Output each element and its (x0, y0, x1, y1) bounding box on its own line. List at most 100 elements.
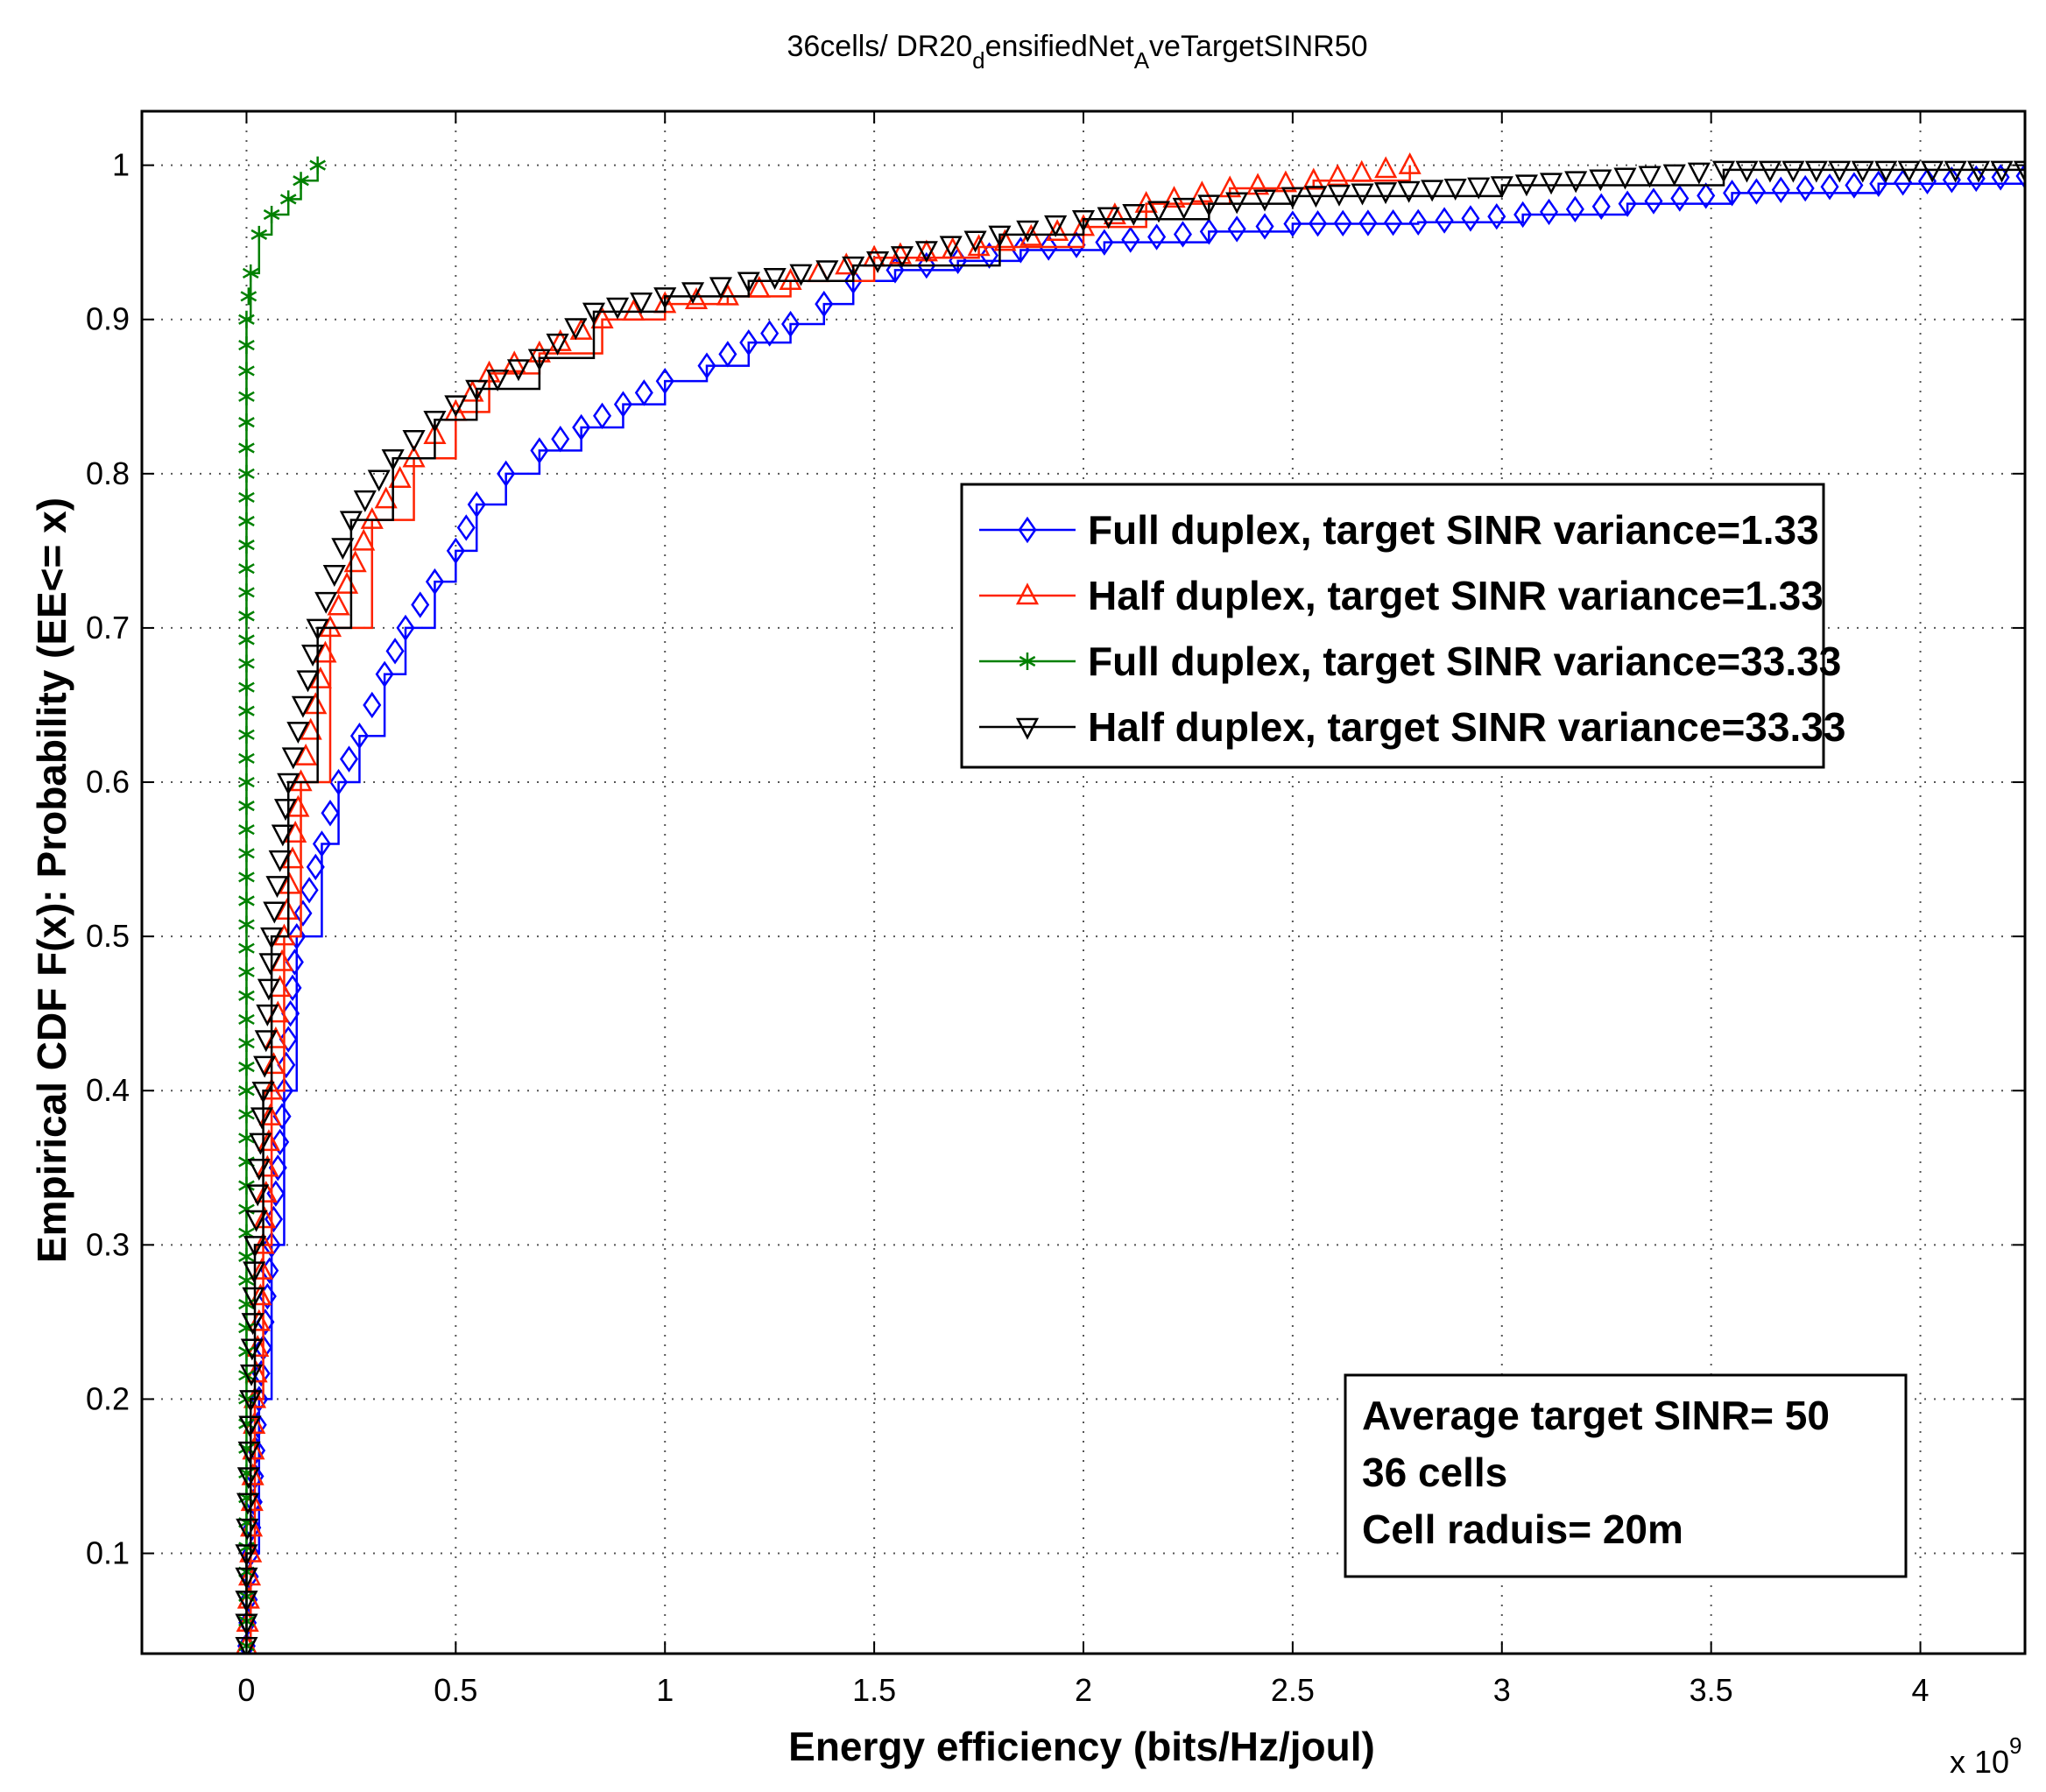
diamond-marker (446, 537, 465, 565)
triangle-down-marker (1967, 160, 1991, 183)
triangle-down-marker (322, 565, 346, 587)
legend-item-full-duplex-33.33: Full duplex, target SINR variance=33.33 (979, 638, 1841, 684)
diamond-marker (1121, 226, 1140, 253)
diamond-marker (385, 638, 405, 665)
triangle-down-marker (253, 1055, 277, 1078)
triangle-up-marker (590, 307, 614, 328)
diamond-marker (1565, 195, 1584, 223)
asterisk-marker (238, 654, 255, 673)
diamond-marker (285, 949, 304, 976)
asterisk-marker (238, 1200, 255, 1218)
triangle-up-marker (335, 571, 359, 594)
triangle-up-marker (374, 486, 398, 509)
triangle-down-marker (241, 1313, 265, 1336)
triangle-down-marker (866, 250, 890, 273)
diamond-marker (1358, 209, 1378, 236)
triangle-down-marker (256, 1004, 279, 1027)
triangle-up-marker (246, 1335, 270, 1357)
triangle-down-marker (1373, 182, 1398, 205)
triangle-down-marker (236, 1492, 260, 1515)
triangle-down-marker (251, 1081, 275, 1104)
legend-item-half-duplex-1.33: Half duplex, target SINR variance=1.33 (979, 573, 1824, 618)
triangle-down-marker (1172, 197, 1196, 220)
y-tick-label: 0.7 (86, 610, 130, 646)
diamond-marker (456, 514, 476, 541)
triangle-down-marker (582, 302, 606, 325)
triangle-down-marker (1097, 207, 1120, 229)
asterisk-marker (238, 1034, 255, 1053)
triangle-down-marker (1490, 176, 1513, 199)
triangle-down-marker (423, 410, 447, 433)
diamond-marker (593, 402, 612, 429)
diamond-marker (697, 352, 716, 379)
triangle-down-marker (486, 369, 510, 392)
x-tick-label: 0.5 (434, 1672, 477, 1708)
diamond-marker (329, 768, 349, 796)
diamond-marker (634, 379, 653, 406)
series-markers (235, 160, 2025, 1654)
legend: Full duplex, target SINR variance=1.33 H… (960, 483, 1845, 769)
triangle-down-marker (254, 1030, 278, 1053)
x-tick-label: 1.5 (852, 1672, 896, 1708)
triangle-down-marker (1252, 189, 1277, 212)
diamond-marker (815, 290, 834, 318)
triangle-up-marker (1103, 202, 1126, 225)
diamond-marker (1540, 198, 1559, 226)
triangle-up-marker (569, 317, 593, 340)
triangle-down-marker (381, 448, 405, 471)
asterisk-marker (263, 205, 280, 223)
triangle-down-marker (1281, 187, 1304, 209)
diamond-marker (1591, 193, 1611, 220)
triangle-down-marker (235, 1544, 258, 1567)
triangle-down-marker (1421, 180, 1444, 202)
diamond-marker (781, 310, 801, 338)
triangle-down-marker (301, 645, 325, 667)
triangle-down-marker (331, 538, 355, 561)
triangle-up-marker (314, 640, 337, 663)
diamond-marker (655, 367, 674, 395)
diamond-marker (293, 900, 313, 927)
x-tick-label: 3 (1493, 1672, 1511, 1708)
x-tick-label: 0 (237, 1672, 255, 1708)
triangle-down-marker (1122, 203, 1146, 226)
asterisk-marker (238, 536, 255, 554)
triangle-up-marker (716, 283, 739, 306)
diamond-marker (1917, 167, 1937, 195)
y-tick-label: 0.4 (86, 1072, 130, 1108)
y-tick-label: 0.8 (86, 455, 130, 491)
triangle-down-marker (242, 1287, 265, 1309)
asterisk-marker (238, 797, 255, 815)
triangle-up-marker (477, 360, 501, 383)
diamond-marker (1845, 172, 1864, 199)
triangle-down-marker (914, 241, 938, 264)
asterisk-marker (238, 336, 255, 355)
diamond-marker (1333, 209, 1352, 237)
asterisk-marker (238, 892, 255, 910)
triangle-down-marker (564, 318, 588, 341)
diamond-marker (739, 328, 758, 356)
diamond-marker (760, 320, 780, 347)
diamond-marker (1670, 185, 1690, 212)
triangle-up-marker (284, 821, 307, 843)
triangle-down-marker (1638, 166, 1661, 188)
diamond-marker (1723, 180, 1742, 207)
asterisk-marker (238, 560, 255, 578)
asterisk-marker (238, 362, 255, 380)
triangle-down-marker (763, 268, 787, 291)
triangle-down-marker (1351, 183, 1374, 206)
triangle-down-marker (235, 1613, 258, 1636)
triangle-down-marker (1735, 160, 1759, 183)
diamond-marker (843, 267, 863, 294)
axis-ticks: 0 0.5 1 1.5 2 2.5 3 3.5 4 0.1 0.2 0.3 0.4 0.5 0.6 0.7 0.… (86, 111, 2025, 1708)
triangle-down-marker (367, 469, 391, 492)
triangle-down-marker (1828, 160, 1852, 183)
triangle-down-marker (1990, 160, 2014, 183)
triangle-up-marker (1302, 167, 1325, 190)
diamond-marker (363, 691, 382, 719)
asterisk-marker (238, 725, 255, 744)
legend-triangle-down-icon (1015, 717, 1040, 740)
triangle-down-marker (237, 1441, 261, 1464)
diamond-marker (1309, 210, 1328, 237)
annotation-line-radius: Cell raduis= 20m (1362, 1506, 1683, 1552)
